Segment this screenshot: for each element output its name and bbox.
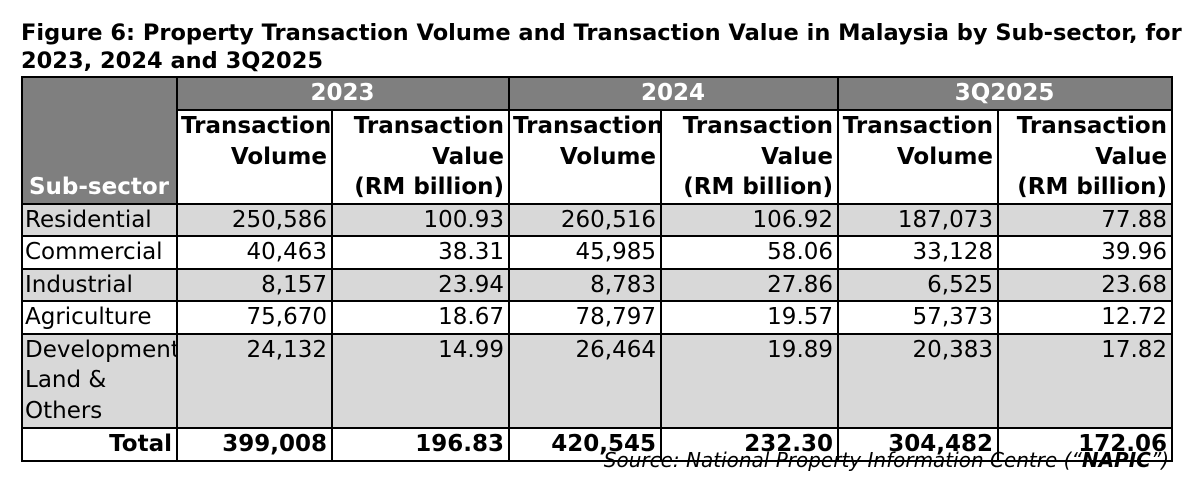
table-cell: 100.93 [330,202,511,237]
source-agency: NAPIC [1081,448,1151,472]
table-cell: 172.06 [997,426,1174,462]
table-cell: 196.83 [330,426,511,462]
table-cell: 399,008 [176,426,333,462]
header-line: Transaction [181,113,332,139]
volume-header: Transaction Volume [176,109,333,205]
table-cell: 33,128 [837,235,1000,270]
table-cell: 27.86 [660,267,840,302]
table-cell: 8,157 [176,267,333,302]
header-line: Volume [896,143,994,170]
table-cell: 26,464 [508,332,663,429]
table-cell: 17.82 [997,332,1174,429]
table-cell: 187,073 [837,202,1000,237]
table-row-residential: Residential 250,586 100.93 260,516 106.9… [21,202,1174,237]
value-header: Transaction Value (RM billion) [330,109,511,205]
header-line: Transaction [842,113,994,139]
header-line: Volume [559,143,657,170]
header-line: Value [432,143,505,170]
table-cell: 20,383 [837,332,1000,429]
header-line: (RM billion) [354,174,505,200]
row-label: Commercial [21,235,178,270]
table-cell: 39.96 [997,235,1174,270]
table-row-commercial: Commercial 40,463 38.31 45,985 58.06 33,… [21,235,1174,270]
table-cell: 106.92 [660,202,840,237]
column-header-row: Transaction Volume Transaction Value (RM bi… [22,109,1174,205]
table-cell: 38.31 [330,235,511,270]
row-label: Development Land & Others [21,332,178,429]
table-cell: 24,132 [176,332,333,429]
volume-header: Transaction Volume [837,109,1000,205]
table-cell: 40,463 [176,235,333,270]
header-line: Transaction [682,113,834,139]
table-cell: 77.88 [997,202,1174,237]
table-cell: 19.89 [660,332,840,429]
table-cell: 23.94 [330,267,511,302]
header-line: Volume [230,143,327,170]
total-label: Total [21,426,178,462]
year-header-2023: 2023 [175,76,511,111]
header-line: Transaction [1016,113,1168,139]
header-line: Transaction [513,113,662,139]
source-note: Source: National Property Information Ce… [604,448,1169,472]
year-header-row: Sub-sector 2023 2024 3Q2025 [21,76,1174,205]
volume-header: Transaction Volume [508,109,663,205]
table-cell: 8,783 [508,267,663,302]
header-line: Value [761,143,834,170]
table-cell: 18.67 [330,300,511,335]
table-row-development-land: Development Land & Others 24,132 14.99 2… [21,332,1174,429]
year-header-2024: 2024 [508,76,840,111]
table-cell: 12.72 [997,300,1174,335]
header-line: Transaction [353,113,505,139]
table-cell: 75,670 [176,300,333,335]
table-cell: 57,373 [837,300,1000,335]
year-header-3q2025: 3Q2025 [837,76,1174,111]
table-cell: 420,545 [508,426,663,462]
source-prefix: Source: National Property Information Ce… [603,448,1082,472]
figure-title: Figure 6: Property Transaction Volume an… [21,20,1182,74]
header-line: (RM billion) [1017,174,1168,200]
table-cell: 58.06 [660,235,840,270]
table-row-industrial: Industrial 8,157 23.94 8,783 27.86 6,525… [21,267,1174,302]
table-cell: 78,797 [508,300,663,335]
header-line: Value [1095,143,1168,170]
transaction-table: Sub-sector 2023 2024 3Q2025 Transaction V… [21,76,1174,462]
row-label: Agriculture [21,300,178,335]
table-cell: 232.30 [660,426,840,462]
table-cell: 23.68 [997,267,1174,302]
row-label: Residential [21,202,178,237]
table-cell: 304,482 [837,426,1000,462]
value-header: Transaction Value (RM billion) [660,109,840,205]
table-cell: 250,586 [176,202,333,237]
table-cell: 45,985 [508,235,663,270]
table-row-agriculture: Agriculture 75,670 18.67 78,797 19.57 57… [21,300,1174,335]
table-cell: 14.99 [330,332,511,429]
source-suffix: ”) [1150,448,1169,472]
table-cell: 19.57 [660,300,840,335]
table-cell: 260,516 [508,202,663,237]
table-row-total: Total 399,008 196.83 420,545 232.30 304,… [21,426,1174,462]
value-header: Transaction Value (RM billion) [997,109,1174,205]
header-line: (RM billion) [683,174,834,200]
row-label: Industrial [21,267,178,302]
sub-sector-header: Sub-sector [21,76,178,205]
table-cell: 6,525 [837,267,1000,302]
